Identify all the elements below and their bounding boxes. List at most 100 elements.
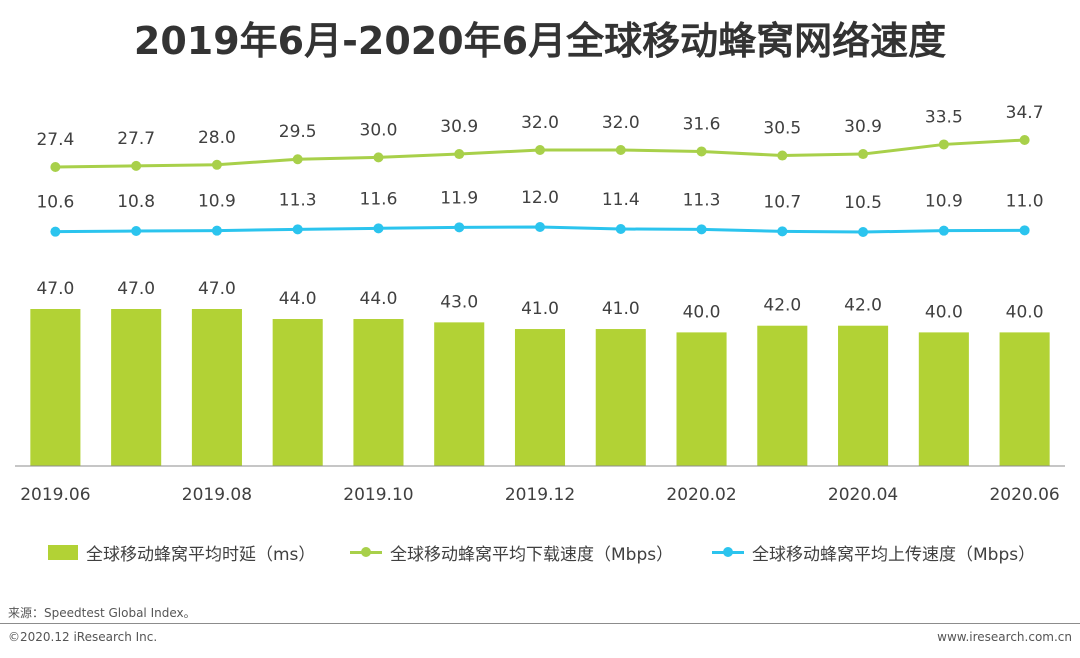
legend-bar-swatch	[48, 544, 78, 560]
bar-value-label: 42.0	[844, 296, 882, 316]
download-point[interactable]	[373, 152, 384, 163]
upload-point[interactable]	[292, 224, 303, 235]
bar-latency[interactable]	[353, 319, 404, 466]
upload-value-label: 12.0	[521, 188, 559, 208]
bar-latency[interactable]	[999, 332, 1050, 466]
download-value-label: 30.0	[360, 120, 398, 140]
upload-point[interactable]	[938, 225, 949, 236]
upload-value-label: 10.8	[117, 192, 155, 212]
bar-value-label: 44.0	[279, 289, 317, 309]
download-value-label: 28.0	[198, 128, 236, 148]
bar-latency[interactable]	[111, 309, 162, 466]
x-tick-label: 2020.06	[989, 485, 1059, 505]
download-value-label: 30.5	[763, 119, 801, 139]
bar-latency[interactable]	[918, 332, 969, 466]
download-point[interactable]	[211, 159, 222, 170]
bar-value-label: 47.0	[117, 279, 155, 299]
download-point[interactable]	[858, 149, 869, 160]
download-point[interactable]	[131, 160, 142, 171]
upload-value-label: 10.9	[198, 192, 236, 212]
upload-point[interactable]	[858, 227, 869, 237]
upload-value-label: 11.9	[440, 188, 478, 208]
upload-value-label: 11.3	[683, 190, 721, 210]
upload-point[interactable]	[1019, 225, 1030, 236]
download-value-label: 32.0	[602, 113, 640, 133]
website-link[interactable]: www.iresearch.com.cn	[937, 630, 1072, 644]
bar-latency[interactable]	[595, 329, 646, 466]
bar-value-label: 44.0	[360, 289, 398, 309]
bar-latency[interactable]	[434, 322, 485, 466]
upload-value-label: 11.0	[1006, 191, 1044, 211]
legend-item-download[interactable]: 全球移动蜂窝平均下载速度（Mbps）	[350, 538, 673, 566]
x-tick-label: 2019.06	[20, 485, 90, 505]
legend-label-download: 全球移动蜂窝平均下载速度（Mbps）	[390, 544, 674, 565]
download-point[interactable]	[292, 154, 303, 165]
download-value-label: 29.5	[279, 122, 317, 142]
bar-latency[interactable]	[30, 309, 81, 466]
download-value-label: 30.9	[440, 117, 478, 137]
bar-value-label: 47.0	[36, 279, 74, 299]
download-point[interactable]	[615, 144, 626, 155]
upload-value-label: 11.3	[279, 190, 317, 210]
x-tick-label: 2019.08	[182, 485, 252, 505]
bar-value-label: 43.0	[440, 292, 478, 312]
bar-value-label: 40.0	[683, 302, 721, 322]
download-point[interactable]	[454, 149, 465, 160]
copyright: ©2020.12 iResearch Inc.	[8, 630, 158, 644]
download-point[interactable]	[1019, 135, 1030, 145]
upload-point[interactable]	[131, 226, 142, 236]
legend: 全球移动蜂窝平均时延（ms） 全球移动蜂窝平均下载速度（Mbps） 全球移动蜂窝…	[0, 538, 1080, 566]
upload-point[interactable]	[50, 226, 61, 237]
legend-line-swatch-download	[350, 546, 382, 557]
download-value-label: 34.7	[1006, 103, 1044, 123]
bar-value-label: 40.0	[1006, 302, 1044, 322]
download-value-label: 27.4	[36, 130, 74, 150]
download-value-label: 31.6	[683, 114, 721, 134]
legend-label-latency: 全球移动蜂窝平均时延（ms）	[86, 544, 316, 565]
upload-value-label: 10.6	[36, 193, 74, 213]
download-value-label: 33.5	[925, 107, 963, 127]
bar-latency[interactable]	[272, 319, 323, 466]
bar-latency[interactable]	[191, 309, 242, 466]
download-value-label: 30.9	[844, 117, 882, 137]
bar-value-label: 41.0	[602, 299, 640, 319]
source-note: 来源：Speedtest Global Index。	[8, 606, 196, 620]
download-point[interactable]	[777, 150, 788, 161]
legend-line-swatch-upload	[712, 546, 744, 557]
legend-item-latency[interactable]: 全球移动蜂窝平均时延（ms）	[48, 538, 315, 566]
bar-latency[interactable]	[757, 325, 808, 466]
bar-value-label: 41.0	[521, 299, 559, 319]
upload-value-label: 10.5	[844, 193, 882, 213]
bar-value-label: 42.0	[763, 296, 801, 316]
upload-value-label: 10.7	[763, 192, 801, 212]
download-value-label: 32.0	[521, 113, 559, 133]
upload-point[interactable]	[211, 225, 222, 236]
upload-point[interactable]	[454, 222, 465, 233]
upload-point[interactable]	[777, 226, 788, 237]
upload-point[interactable]	[373, 223, 384, 234]
bar-latency[interactable]	[676, 332, 727, 466]
x-tick-label: 2020.02	[666, 485, 736, 505]
download-point[interactable]	[50, 162, 61, 172]
download-value-label: 27.7	[117, 129, 155, 149]
chart-area: 47.0 47.0 47.0 44.0 44.0 43.0 41.0 41.0 40.0 42.0…	[15, 103, 1065, 505]
chart-title: 2019年6月-2020年6月全球移动蜂窝网络速度	[133, 19, 947, 63]
upload-value-label: 10.9	[925, 192, 963, 212]
bar-value-label: 40.0	[925, 302, 963, 322]
download-point[interactable]	[938, 139, 949, 150]
x-tick-label: 2020.04	[828, 485, 898, 505]
upload-value-label: 11.6	[360, 189, 398, 209]
legend-item-upload[interactable]: 全球移动蜂窝平均上传速度（Mbps）	[712, 538, 1035, 566]
upload-point[interactable]	[615, 224, 626, 234]
download-point[interactable]	[535, 144, 545, 155]
bar-latency[interactable]	[838, 325, 889, 466]
bar-value-label: 47.0	[198, 279, 236, 299]
legend-label-upload: 全球移动蜂窝平均上传速度（Mbps）	[752, 544, 1036, 565]
x-tick-label: 2019.10	[343, 485, 413, 505]
bar-latency[interactable]	[514, 329, 566, 466]
download-point[interactable]	[696, 146, 707, 157]
upload-point[interactable]	[535, 222, 545, 232]
upload-value-label: 11.4	[602, 190, 640, 210]
x-tick-label: 2019.12	[505, 485, 575, 505]
upload-point[interactable]	[696, 224, 707, 235]
